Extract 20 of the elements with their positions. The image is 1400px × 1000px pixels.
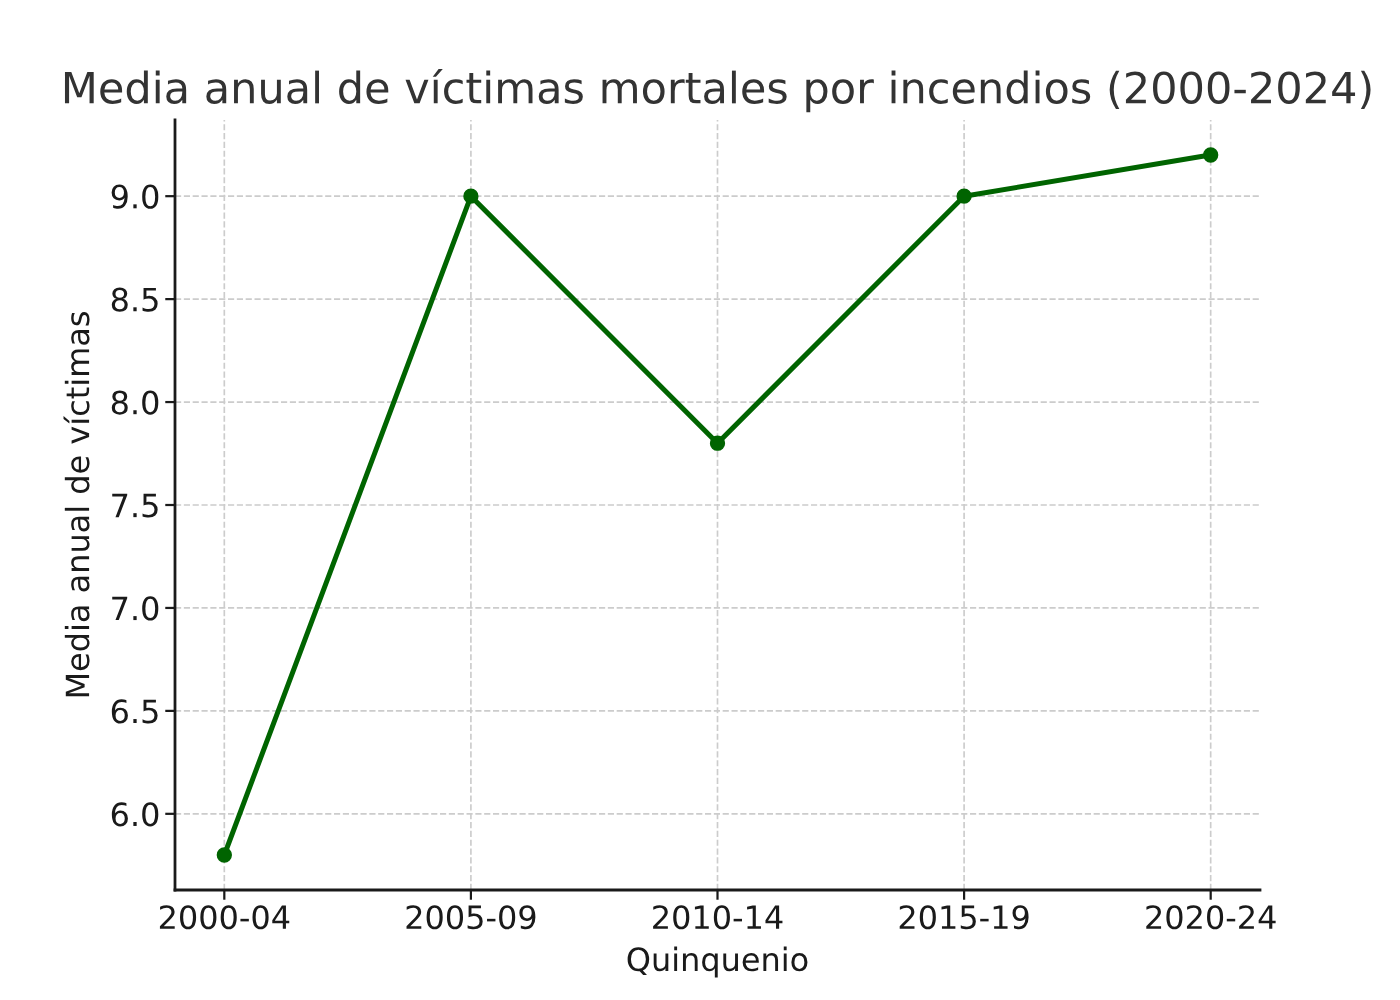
y-axis-title: Media anual de víctimas [63,312,90,697]
point [1203,147,1219,163]
point [956,188,972,204]
x-tick-label: 2015-19 [899,905,1029,930]
chart-title: Media anual de víctimas mortales por incendios (2000-2024) [64,68,1371,113]
x-axis-title: Quinquenio [627,946,808,978]
y-tick-label: 8.0 [111,390,159,415]
y-tick-label: 8.5 [111,287,158,312]
point [463,188,479,204]
x-tick-label: 2005-09 [406,905,536,930]
y-tick-label: 6.0 [111,802,159,827]
x-tick-label: 2000-04 [159,905,290,930]
y-tick-label: 9.0 [111,184,159,209]
x-tick-label: 2020-24 [1146,905,1276,930]
y-tick-label: 7.0 [112,596,159,621]
point [216,847,232,863]
point [709,435,726,451]
x-tick-label: 2010-14 [653,905,783,930]
y-tick-label: 7.5 [112,493,158,518]
y-tick-label: 6.5 [111,699,158,724]
